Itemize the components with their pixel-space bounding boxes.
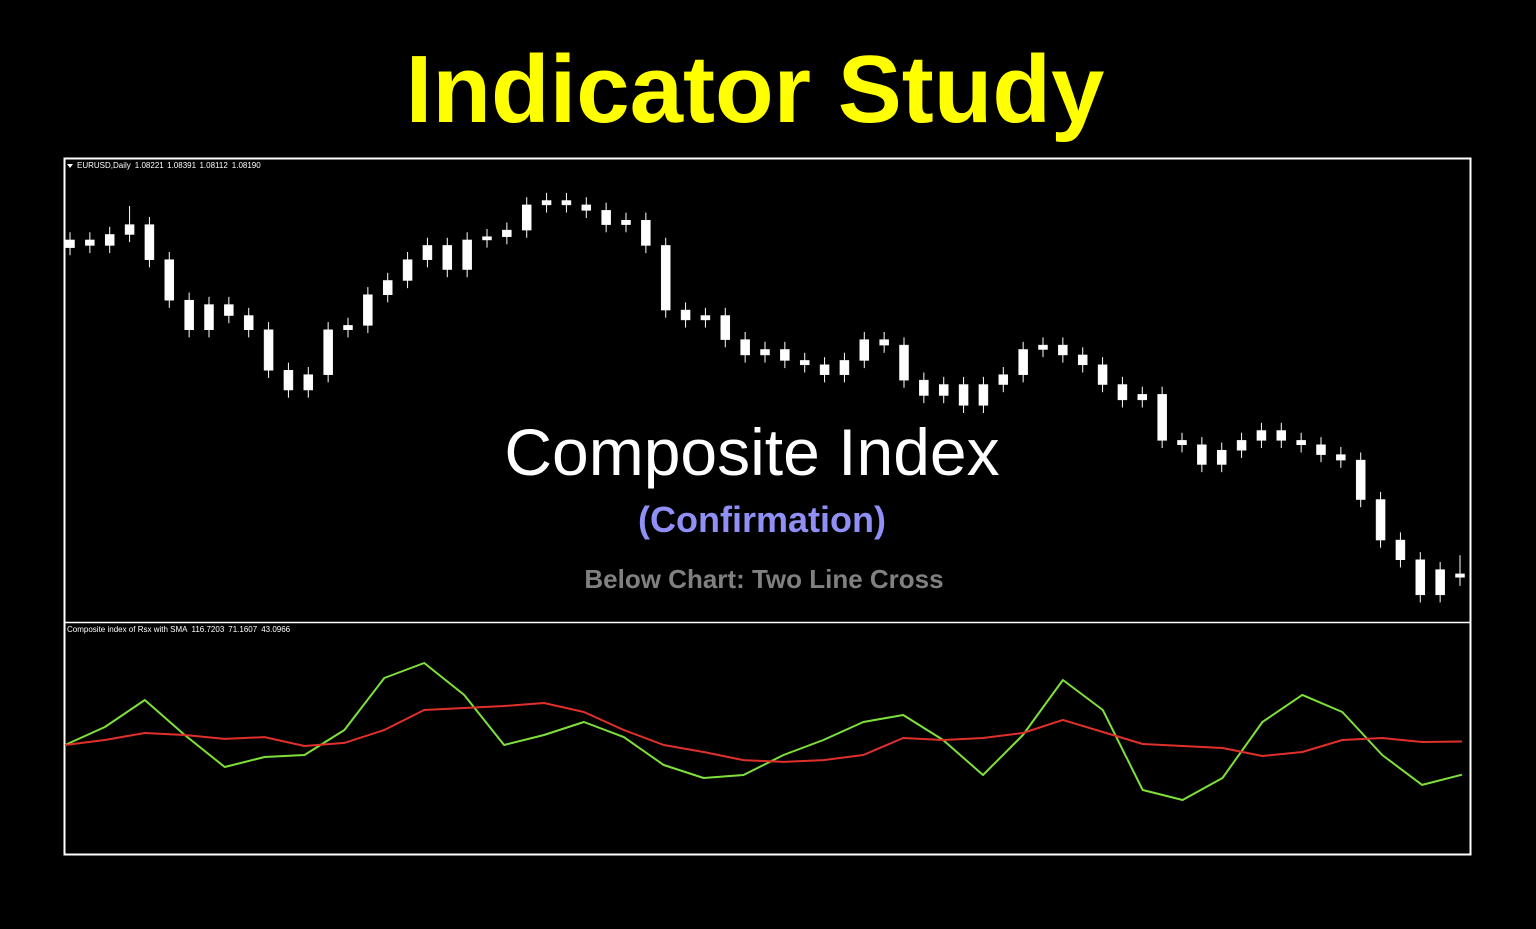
pane-header: EURUSD,Daily 1.08221 1.08391 1.08112 1.08190 (77, 161, 261, 170)
header-arrow (67, 164, 73, 168)
candle-body (1296, 440, 1306, 446)
candle-body (303, 374, 314, 391)
candle-body (144, 224, 155, 260)
candle-body (104, 234, 115, 246)
candle-body (541, 200, 552, 206)
candle-body (561, 200, 572, 206)
candle-body (1375, 499, 1386, 541)
candle-body (1177, 440, 1187, 446)
indicator-line (64, 702, 1463, 763)
candle-body (1077, 354, 1088, 366)
candle-body (998, 374, 1009, 385)
candle-body (204, 304, 214, 331)
candle-body (958, 384, 969, 406)
candle-body (720, 315, 731, 340)
candle-body (660, 245, 671, 311)
candle-body (402, 259, 413, 281)
candle-body (482, 236, 492, 241)
header-value: 1.08221 (135, 161, 164, 170)
pane-header: Composite index of Rsx with SMA 116.7203 7… (67, 625, 291, 634)
candle-body (680, 309, 691, 321)
candle-body (780, 349, 790, 361)
candle-body (1216, 449, 1227, 465)
candle-body (1117, 384, 1128, 401)
candle-body (879, 339, 889, 346)
header-value: 1.08190 (232, 161, 261, 170)
candle-body (760, 349, 770, 356)
candle-body (184, 299, 194, 331)
candle-body (1355, 459, 1366, 500)
candle-body (641, 219, 651, 246)
candle-body (700, 315, 711, 321)
candle-body (283, 370, 294, 391)
candle-body (462, 239, 472, 270)
pane-label: Composite index of Rsx with SMA (67, 625, 188, 634)
candle-body (859, 339, 870, 361)
indicator-pane: Composite index of Rsx with SMA 116.7203 7… (64, 625, 1463, 801)
candle-body (1157, 394, 1167, 441)
candle-body (1336, 454, 1346, 461)
candle-body (899, 344, 909, 381)
header-value: 71.1607 (228, 625, 257, 634)
candle-body (978, 384, 989, 406)
chart-frame (63, 157, 1472, 856)
candle-body (799, 360, 810, 366)
candle-body (85, 239, 95, 246)
candle-body (224, 304, 234, 316)
candle-body (621, 219, 631, 225)
header-value: 116.7203 (192, 625, 225, 634)
candle-body (1236, 440, 1247, 451)
overlay-heading: Composite Index (504, 415, 999, 489)
candle-body (502, 229, 512, 237)
candle-body (1018, 349, 1028, 375)
candle-body (521, 204, 532, 231)
candle-body (938, 384, 949, 396)
candle-body (343, 325, 353, 331)
candle-body (263, 329, 274, 371)
candle-body (1197, 444, 1207, 465)
candle-body (581, 204, 592, 211)
candle-body (1455, 573, 1465, 578)
candle-body (601, 210, 611, 225)
candle-body (65, 239, 75, 248)
candle-body (1415, 559, 1426, 596)
candle-body (1256, 430, 1267, 441)
candle-body (1276, 430, 1287, 441)
candle-body (382, 280, 393, 295)
indicator-line (64, 662, 1463, 801)
title: Indicator Study (406, 36, 1105, 143)
candle-body (740, 339, 750, 356)
candle-body (323, 329, 333, 375)
candle-body (1038, 344, 1048, 350)
pane-label: EURUSD,Daily (77, 161, 131, 170)
candle-body (1435, 569, 1445, 596)
candle-body (1058, 344, 1068, 356)
header-value: 1.08112 (199, 161, 228, 170)
candle-body (839, 360, 850, 375)
candle-body (422, 245, 433, 260)
price-pane: EURUSD,Daily 1.08221 1.08391 1.08112 1.08190 (65, 161, 1465, 603)
candle-body (1395, 539, 1406, 561)
overlay-note: Below Chart: Two Line Cross (584, 564, 943, 594)
overlay-subheading: (Confirmation) (638, 499, 886, 540)
candle-body (363, 294, 373, 326)
candle-body (919, 379, 929, 396)
candle-body (124, 224, 135, 235)
candle-body (243, 315, 254, 331)
candle-body (1097, 364, 1108, 385)
candle-body (819, 364, 830, 375)
candle-body (1137, 394, 1148, 401)
candle-body (1316, 444, 1326, 455)
candle-body (164, 259, 175, 301)
header-value: 1.08391 (167, 161, 196, 170)
candle-body (442, 245, 453, 270)
header-value: 43.0966 (261, 625, 290, 634)
